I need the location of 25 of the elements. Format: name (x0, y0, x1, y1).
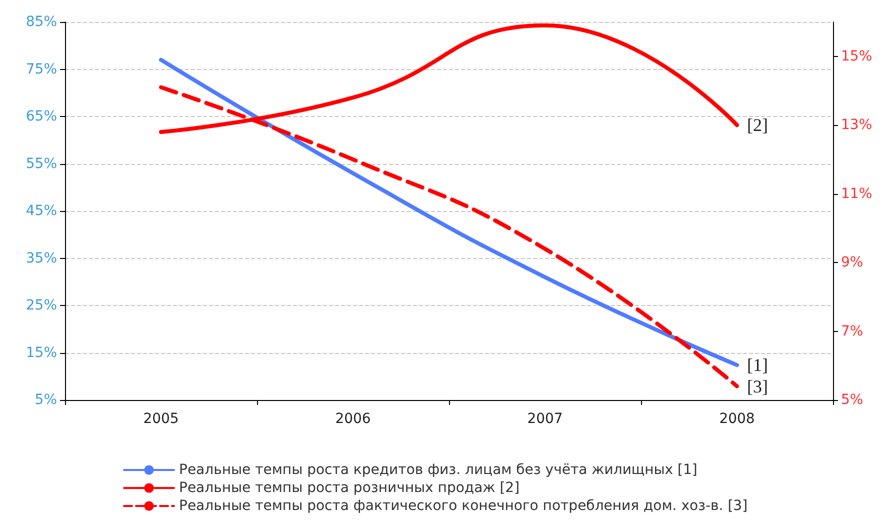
y-tick-label: 85% (26, 14, 57, 30)
y2-tick-label: 5% (841, 392, 864, 408)
x-tick-label: 2005 (143, 411, 179, 427)
annotation: [2] (747, 115, 768, 136)
y-tick-label: 35% (26, 250, 57, 266)
legend-label: Реальные темпы роста фактического конечного потребления дом. хоз-в. [3] (179, 498, 748, 514)
y-tick-label: 45% (26, 203, 57, 219)
y-tick-label: 75% (26, 61, 57, 78)
y2-tick-label: 15% (841, 48, 872, 64)
y2-tick-label: 7% (841, 323, 864, 340)
annotation: [1] (747, 355, 768, 376)
y2-tick-label: 11% (841, 186, 872, 202)
y-tick-label: 15% (26, 344, 57, 361)
annotation: [3] (747, 376, 768, 396)
x-tick-label: 2008 (719, 411, 755, 427)
y-tick-label: 65% (26, 108, 57, 124)
y2-tick-label: 13% (841, 117, 872, 134)
legend-label: Реальные темпы роста кредитов физ. лицам без учёта жилищных [1] (179, 462, 698, 478)
legend-label: Реальные темпы роста розничных продаж [2] (179, 480, 520, 496)
y-tick-label: 5% (34, 392, 57, 408)
x-tick-label: 2007 (527, 411, 563, 427)
y-tick-label: 25% (26, 298, 57, 314)
x-tick-label: 2006 (335, 411, 371, 427)
y2-tick-label: 9% (841, 254, 864, 271)
y-tick-label: 55% (26, 156, 57, 172)
